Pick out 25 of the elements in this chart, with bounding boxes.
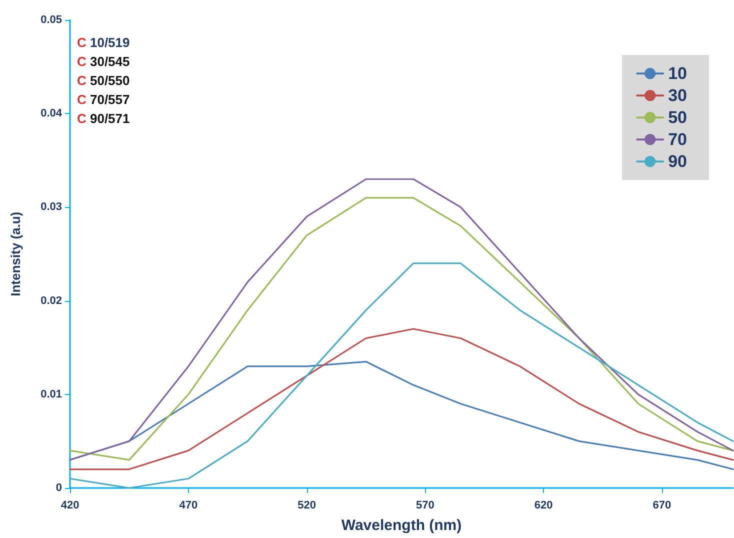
annotation: C 50/550	[77, 73, 130, 88]
x-tick-label: 470	[179, 500, 198, 512]
y-tick-label: 0.01	[40, 388, 62, 400]
y-tick-label: 0.04	[40, 108, 63, 120]
y-tick-label: 0.02	[40, 294, 62, 307]
y-tick-label: 0	[56, 482, 62, 494]
y-tick-label: 0.03	[40, 201, 62, 214]
y-axis-title: Intensity (a.u)	[8, 212, 23, 296]
annotation: C 70/557	[77, 92, 130, 107]
x-tick-label: 620	[534, 500, 553, 512]
legend-label: 10	[668, 64, 688, 83]
x-tick-label: 670	[652, 500, 672, 512]
y-tick-label: 0.05	[40, 14, 62, 26]
x-axis-title: Wavelength (nm)	[341, 517, 462, 534]
x-tick-label: 570	[416, 500, 434, 512]
legend-label: 50	[668, 108, 688, 127]
x-tick-label: 520	[298, 500, 316, 512]
annotation: C 10/519	[77, 35, 130, 50]
legend-label: 30	[668, 86, 688, 105]
legend-label: 90	[668, 152, 688, 171]
annotation: C 30/545	[77, 54, 130, 69]
legend-label: 70	[668, 130, 688, 149]
x-tick-label: 420	[60, 500, 80, 512]
annotation: C 90/571	[77, 111, 130, 126]
line-series	[69, 328, 734, 470]
